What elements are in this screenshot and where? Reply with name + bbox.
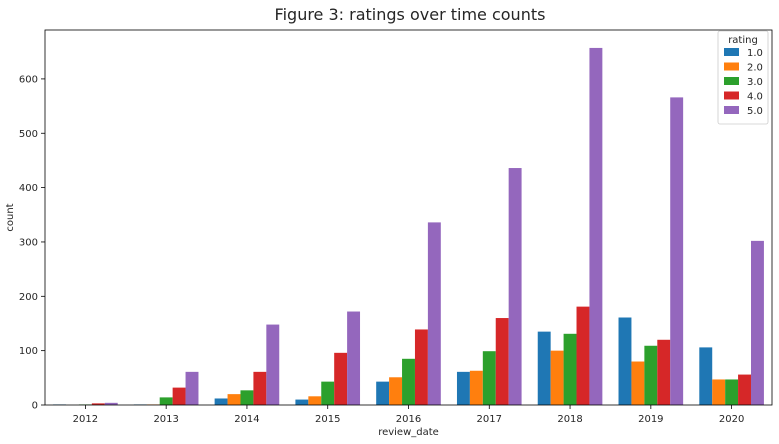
y-tick-label: 500 <box>19 129 38 140</box>
bar-2012-rating-5.0 <box>104 402 118 405</box>
x-axis-label: review_date <box>378 427 439 438</box>
bar-2017-rating-1.0 <box>456 371 470 405</box>
plot-frame <box>44 29 773 406</box>
legend-swatch-2.0 <box>724 62 739 71</box>
bar-2019-rating-5.0 <box>670 97 684 405</box>
y-tick-label: 0 <box>32 401 38 412</box>
x-tick-label: 2017 <box>477 414 502 425</box>
y-tick-label: 200 <box>19 292 38 303</box>
bar-2014-rating-2.0 <box>227 394 241 405</box>
y-tick-label: 300 <box>19 237 38 248</box>
x-tick-label: 2012 <box>73 414 98 425</box>
bar-2013-rating-3.0 <box>159 397 173 405</box>
x-tick-label: 2018 <box>557 414 582 425</box>
bar-2018-rating-2.0 <box>550 350 564 405</box>
bar-2015-rating-4.0 <box>334 352 348 405</box>
legend-label-4.0: 4.0 <box>747 92 763 103</box>
bar-2018-rating-1.0 <box>537 331 551 405</box>
bar-2015-rating-2.0 <box>308 396 322 405</box>
bar-2014-rating-1.0 <box>214 398 228 405</box>
bar-2015-rating-1.0 <box>295 399 309 405</box>
bar-2019-rating-1.0 <box>618 317 632 405</box>
bar-2020-rating-3.0 <box>725 379 739 405</box>
bar-2017-rating-5.0 <box>508 168 522 405</box>
bar-2016-rating-2.0 <box>389 377 403 405</box>
x-axis: 2012 2013 2014 2015 2016 2017 2018 2019 2020 <box>73 405 744 425</box>
y-tick-label: 600 <box>19 74 38 85</box>
chart-title: Figure 3: ratings over time counts <box>275 5 546 24</box>
bar-2015-rating-5.0 <box>347 311 361 405</box>
bar-2017-rating-2.0 <box>469 370 483 405</box>
bar-2014-rating-3.0 <box>240 390 254 405</box>
y-axis: 0 100 200 300 400 500 600 <box>19 74 45 412</box>
y-tick-label: 400 <box>19 183 38 194</box>
bar-2019-rating-3.0 <box>644 345 658 405</box>
legend: rating 1.0 2.0 3.0 4.0 5.0 <box>717 30 769 125</box>
bar-2019-rating-2.0 <box>631 361 645 405</box>
bar-2018-rating-3.0 <box>563 333 577 405</box>
legend-swatch-3.0 <box>724 77 739 85</box>
bar-2020-rating-5.0 <box>751 240 764 405</box>
bars-group <box>53 47 764 406</box>
bar-2020-rating-1.0 <box>699 347 713 405</box>
x-tick-label: 2015 <box>315 414 340 425</box>
bar-2016-rating-1.0 <box>376 381 390 405</box>
x-tick-label: 2014 <box>234 414 259 425</box>
bar-2016-rating-5.0 <box>427 222 441 405</box>
x-tick-label: 2013 <box>153 414 178 425</box>
bar-2020-rating-2.0 <box>712 379 726 405</box>
legend-title: rating <box>728 35 758 46</box>
bar-2018-rating-4.0 <box>576 306 590 405</box>
bar-2020-rating-4.0 <box>738 374 751 405</box>
y-tick-label: 100 <box>19 346 38 357</box>
bar-2016-rating-3.0 <box>402 358 415 405</box>
bar-2013-rating-4.0 <box>172 387 186 405</box>
legend-label-2.0: 2.0 <box>747 63 763 74</box>
legend-swatch-1.0 <box>724 48 739 56</box>
legend-label-1.0: 1.0 <box>747 48 763 59</box>
legend-label-3.0: 3.0 <box>747 77 763 88</box>
bar-2013-rating-5.0 <box>185 371 199 405</box>
bar-2018-rating-5.0 <box>589 47 603 406</box>
y-axis-label: count <box>5 203 16 231</box>
x-tick-label: 2019 <box>638 414 663 425</box>
x-tick-label: 2020 <box>719 414 744 425</box>
legend-swatch-4.0 <box>724 91 739 100</box>
bar-2016-rating-4.0 <box>414 329 428 405</box>
bar-2012-rating-4.0 <box>91 403 105 405</box>
x-tick-label: 2016 <box>396 414 421 425</box>
bar-2015-rating-3.0 <box>321 381 335 405</box>
legend-label-5.0: 5.0 <box>747 106 763 117</box>
legend-swatch-5.0 <box>724 106 739 114</box>
bar-2017-rating-3.0 <box>482 351 496 405</box>
bar-2014-rating-5.0 <box>266 324 280 405</box>
bar-2019-rating-4.0 <box>657 339 671 405</box>
bar-2014-rating-4.0 <box>253 371 267 405</box>
bar-2017-rating-4.0 <box>495 318 509 405</box>
